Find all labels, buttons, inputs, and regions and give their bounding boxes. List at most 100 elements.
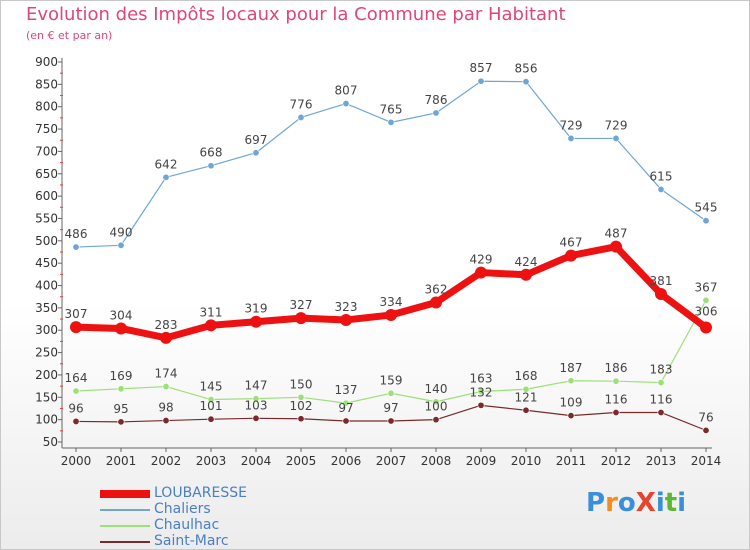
data-point: [657, 185, 665, 193]
x-tick-label: 2003: [196, 454, 227, 468]
data-point: [477, 387, 485, 395]
data-label: 103: [245, 398, 268, 412]
x-tick-label: 2011: [556, 454, 587, 468]
data-point: [522, 385, 530, 393]
data-point: [565, 249, 577, 262]
data-label: 183: [650, 363, 673, 377]
data-point: [70, 321, 82, 334]
data-label: 102: [290, 399, 313, 413]
data-label: 147: [245, 379, 268, 393]
y-tick-label: 100: [35, 413, 58, 427]
data-label: 76: [698, 410, 713, 424]
y-tick-label: 800: [35, 100, 58, 114]
y-tick-label: 700: [35, 144, 58, 158]
logo-letter: X: [635, 488, 656, 518]
data-point: [657, 408, 665, 416]
data-point: [567, 377, 575, 385]
data-label: 168: [515, 369, 538, 383]
data-point: [117, 418, 125, 426]
data-label: 487: [605, 227, 628, 241]
data-label: 186: [605, 361, 628, 375]
data-point: [162, 173, 170, 181]
x-tick-label: 2002: [151, 454, 182, 468]
data-label: 807: [335, 84, 358, 98]
data-point: [115, 322, 127, 335]
data-label: 98: [158, 401, 173, 415]
data-label: 306: [695, 305, 718, 319]
x-tick-label: 2012: [601, 454, 632, 468]
data-point: [612, 377, 620, 385]
data-label: 100: [425, 400, 448, 414]
data-point: [297, 393, 305, 401]
data-label: 367: [695, 280, 718, 294]
data-point: [295, 312, 307, 325]
data-label: 642: [155, 157, 178, 171]
data-point: [612, 408, 620, 416]
data-point: [72, 417, 80, 425]
data-label: 729: [605, 118, 628, 132]
data-label: 319: [245, 302, 268, 316]
data-point: [205, 319, 217, 332]
logo-letter: i: [677, 488, 687, 518]
data-point: [655, 288, 667, 301]
data-point: [700, 321, 712, 334]
data-point: [432, 398, 440, 406]
data-label: 174: [155, 367, 178, 381]
data-point: [430, 296, 442, 309]
data-label: 109: [560, 396, 583, 410]
y-tick-label: 400: [35, 279, 58, 293]
data-label: 857: [470, 61, 493, 75]
x-tick-label: 2005: [286, 454, 317, 468]
data-point: [207, 162, 215, 170]
data-point: [117, 241, 125, 249]
data-label: 467: [560, 236, 583, 250]
data-label: 95: [113, 402, 128, 416]
data-point: [387, 389, 395, 397]
data-label: 729: [560, 118, 583, 132]
data-label: 97: [383, 401, 398, 415]
data-point: [342, 100, 350, 108]
data-label: 116: [605, 392, 628, 406]
chart-title: Evolution des Impôts locaux pour la Comm…: [26, 4, 566, 25]
legend-label: Saint-Marc: [154, 533, 229, 549]
y-tick-label: 750: [35, 122, 58, 136]
data-point: [702, 426, 710, 434]
data-point: [340, 313, 352, 326]
data-point: [520, 268, 532, 281]
data-label: 429: [470, 253, 493, 267]
data-label: 164: [65, 371, 88, 385]
data-point: [342, 417, 350, 425]
data-label: 101: [200, 399, 223, 413]
x-tick-label: 2008: [421, 454, 452, 468]
data-point: [610, 240, 622, 253]
y-tick-label: 850: [35, 77, 58, 91]
data-label: 121: [515, 390, 538, 404]
logo-letter: t: [664, 488, 678, 518]
y-tick-label: 450: [35, 256, 58, 270]
data-label: 334: [380, 295, 403, 309]
y-tick-label: 250: [35, 346, 58, 360]
data-point: [297, 415, 305, 423]
y-tick-label: 50: [43, 435, 58, 449]
y-tick-label: 650: [35, 167, 58, 181]
data-label: 311: [200, 305, 223, 319]
chart-subtitle: (en € et par an): [26, 29, 113, 42]
data-point: [612, 134, 620, 142]
y-tick-label: 900: [35, 55, 58, 69]
data-point: [387, 417, 395, 425]
data-label: 381: [650, 274, 673, 288]
data-point: [387, 118, 395, 126]
data-label: 159: [380, 373, 403, 387]
data-label: 132: [470, 385, 493, 399]
data-point: [567, 134, 575, 142]
data-label: 765: [380, 102, 403, 116]
data-point: [567, 412, 575, 420]
data-label: 776: [290, 97, 313, 111]
data-label: 283: [155, 318, 178, 332]
data-point: [475, 266, 487, 279]
legend-swatch: [100, 541, 150, 543]
x-tick-label: 2000: [61, 454, 92, 468]
data-point: [117, 385, 125, 393]
data-label: 140: [425, 382, 448, 396]
